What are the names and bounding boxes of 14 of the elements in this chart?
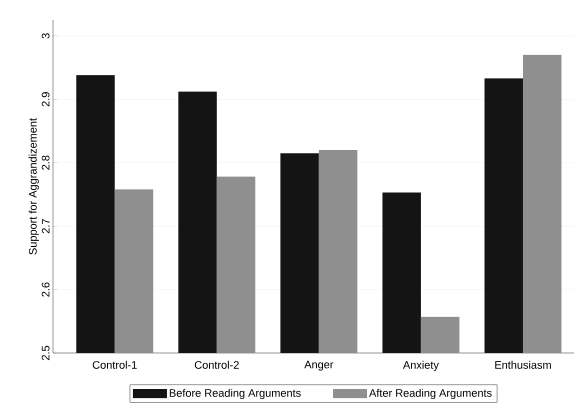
x-tick-label: Enthusiasm — [495, 360, 551, 369]
y-tick-label: 2.5 — [42, 346, 50, 360]
y-axis-title: Support for Aggrandizement — [28, 118, 39, 255]
y-tick-label: 3 — [42, 33, 50, 38]
x-tick-label: Anger — [304, 360, 334, 371]
legend-label: After Reading Arguments — [369, 388, 492, 400]
y-tick-label: 2.7 — [42, 219, 50, 234]
y-tick-label: 2.8 — [42, 156, 50, 170]
y-tick-label: 2.6 — [42, 282, 50, 297]
x-tick-label: Control-1 — [92, 360, 137, 369]
legend-label: Before Reading Arguments — [170, 388, 301, 400]
x-tick-label: Control-2 — [194, 360, 239, 369]
x-tick-label: Anxiety — [402, 360, 439, 371]
y-tick-label: 2.9 — [42, 92, 50, 106]
